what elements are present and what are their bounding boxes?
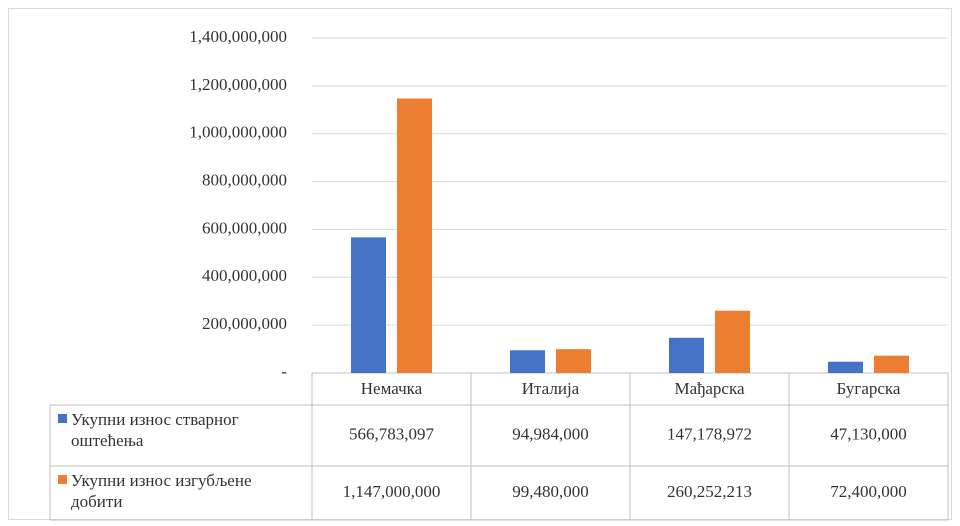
legend-key (58, 414, 67, 423)
y-tick-label: 600,000,000 (202, 218, 287, 237)
value-label: 47,130,000 (830, 424, 907, 443)
legend-label: Укупни износ изгубљене добити (71, 471, 252, 511)
legend-label: Укупни износ стварног оштећења (71, 410, 239, 450)
bar (351, 237, 386, 373)
bar (715, 310, 750, 373)
value-label: 72,400,000 (830, 482, 907, 501)
value-label: 566,783,097 (349, 424, 435, 443)
bar (669, 337, 704, 373)
y-tick-label: 800,000,000 (202, 170, 287, 189)
y-tick-label: - (281, 362, 287, 381)
value-label: 260,252,213 (667, 482, 752, 501)
y-tick-label: 200,000,000 (202, 314, 287, 333)
value-label: 99,480,000 (512, 482, 589, 501)
bar (397, 98, 432, 374)
x-tick-label: Немачка (361, 379, 423, 398)
legend-key (58, 475, 67, 484)
value-label: 147,178,972 (667, 424, 752, 443)
bar (556, 349, 591, 373)
value-label: 94,984,000 (512, 424, 589, 443)
bar (874, 355, 909, 373)
value-label: 1,147,000,000 (343, 482, 441, 501)
bar (510, 350, 545, 373)
x-tick-label: Бугарска (837, 379, 901, 398)
x-tick-label: Италија (522, 379, 580, 398)
y-tick-label: 1,400,000,000 (189, 27, 287, 46)
y-tick-label: 1,000,000,000 (189, 123, 287, 142)
bar (828, 361, 863, 373)
y-tick-label: 400,000,000 (202, 266, 287, 285)
y-tick-label: 1,200,000,000 (189, 75, 287, 94)
x-tick-label: Мађарска (674, 379, 744, 398)
